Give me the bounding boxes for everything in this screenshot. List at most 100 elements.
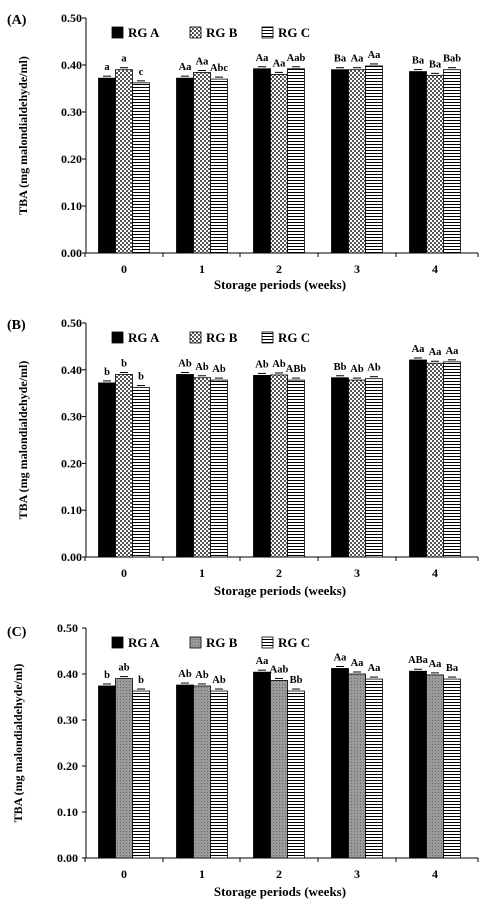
bar-rg-c bbox=[132, 82, 150, 254]
y-tick-label: 0.40 bbox=[61, 58, 82, 72]
bar-rg-b bbox=[426, 674, 444, 859]
bar-rg-a bbox=[331, 668, 349, 859]
significance-label: b bbox=[138, 675, 144, 686]
significance-label: a bbox=[121, 54, 127, 65]
significance-label: b bbox=[121, 358, 127, 369]
x-tick-label: 2 bbox=[276, 566, 282, 580]
x-axis-label: Storage periods (weeks) bbox=[214, 884, 346, 899]
y-tick-label: 0.40 bbox=[57, 667, 78, 681]
bar-rg-b bbox=[115, 678, 133, 859]
significance-label: b bbox=[104, 670, 110, 681]
x-tick-label: 0 bbox=[121, 867, 127, 881]
chart-panel-1: (A) 0.00 0.10 0.20 0.30 0.40 0.50 TBA (mg malon… bbox=[7, 11, 479, 292]
x-tick-label: 1 bbox=[199, 262, 205, 276]
y-tick-label: 0.00 bbox=[61, 246, 82, 260]
x-tick-label: 4 bbox=[432, 566, 438, 580]
bar-rg-a bbox=[176, 374, 194, 558]
significance-label: Aa bbox=[256, 656, 270, 667]
legend-label: RG B bbox=[206, 25, 238, 40]
significance-label: ab bbox=[118, 663, 129, 674]
significance-label: Aa bbox=[334, 652, 348, 663]
bar-rg-c bbox=[287, 379, 305, 558]
significance-label: Ab bbox=[178, 358, 192, 369]
y-tick-label: 0.50 bbox=[61, 11, 82, 25]
bar-rg-c bbox=[443, 678, 461, 859]
significance-label: Ab bbox=[212, 364, 226, 375]
significance-label: Ba bbox=[446, 663, 459, 674]
y-tick-label: 0.10 bbox=[57, 805, 78, 819]
bar-rg-b bbox=[270, 680, 288, 859]
panel-label: (B) bbox=[7, 318, 26, 333]
bar-rg-b bbox=[348, 379, 366, 558]
bar-rg-b bbox=[426, 74, 444, 254]
panel-label: (A) bbox=[7, 13, 27, 28]
significance-label: b bbox=[138, 372, 144, 383]
y-axis-label: TBA (mg malondialdehyde/ml) bbox=[11, 664, 25, 823]
significance-label: Bb bbox=[290, 675, 303, 686]
bar-rg-b bbox=[115, 374, 133, 558]
significance-label: Aa bbox=[256, 53, 270, 64]
bar-rg-b bbox=[270, 74, 288, 254]
significance-label: Aa bbox=[412, 344, 426, 355]
bar-rg-a bbox=[253, 671, 271, 859]
significance-label: Aa bbox=[273, 58, 287, 69]
bar-rg-c bbox=[365, 65, 383, 254]
y-axis-label: TBA (mg malondialdehyde/ml) bbox=[16, 56, 30, 215]
bar-rg-b bbox=[193, 72, 211, 254]
legend-swatch bbox=[111, 26, 124, 39]
bar-rg-a bbox=[98, 382, 116, 558]
bar-rg-c bbox=[210, 690, 228, 859]
y-tick-label: 0.50 bbox=[61, 316, 82, 330]
significance-label: Ba bbox=[334, 54, 347, 65]
bar-rg-a bbox=[98, 77, 116, 254]
significance-label: a bbox=[104, 62, 110, 73]
bar-rg-a bbox=[253, 375, 271, 558]
significance-label: Aa bbox=[368, 50, 382, 61]
bar-rg-c bbox=[365, 378, 383, 558]
bar-rg-c bbox=[443, 361, 461, 558]
chart-panel-3: (C) 0.00 0.10 0.20 0.30 0.40 0.50 TBA (mg malon… bbox=[7, 621, 479, 899]
legend-label: RG C bbox=[278, 635, 310, 650]
significance-label: Ba bbox=[429, 59, 442, 70]
bar-rg-a bbox=[409, 71, 427, 254]
significance-label: b bbox=[104, 367, 110, 378]
bar-rg-b bbox=[348, 673, 366, 859]
y-tick-label: 0.30 bbox=[57, 713, 78, 727]
legend-label: RG B bbox=[206, 330, 238, 345]
bar-rg-c bbox=[132, 690, 150, 859]
bar-rg-a bbox=[176, 684, 194, 859]
bar-rg-c bbox=[210, 379, 228, 558]
significance-label: Aa bbox=[179, 62, 193, 73]
significance-label: Aab bbox=[287, 53, 306, 64]
bar-rg-b bbox=[426, 362, 444, 558]
x-tick-label: 2 bbox=[276, 262, 282, 276]
x-tick-label: 2 bbox=[276, 867, 282, 881]
bar-rg-c bbox=[365, 678, 383, 859]
bar-rg-a bbox=[409, 670, 427, 859]
significance-label: Ab bbox=[195, 670, 209, 681]
y-tick-label: 0.20 bbox=[57, 759, 78, 773]
legend-swatch bbox=[111, 636, 124, 649]
significance-label: Aa bbox=[446, 346, 460, 357]
significance-label: Aa bbox=[368, 663, 382, 674]
bar-rg-c bbox=[443, 69, 461, 254]
significance-label: ABb bbox=[286, 364, 307, 375]
x-tick-label: 0 bbox=[121, 262, 127, 276]
bar-rg-a bbox=[331, 69, 349, 254]
y-tick-label: 0.10 bbox=[61, 503, 82, 517]
significance-label: Ab bbox=[350, 364, 364, 375]
significance-label: Ab bbox=[255, 359, 269, 370]
significance-label: Aa bbox=[351, 658, 365, 669]
legend-swatch bbox=[261, 26, 274, 39]
legend-label: RG A bbox=[128, 330, 160, 345]
legend-label: RG C bbox=[278, 330, 310, 345]
x-axis-label: Storage periods (weeks) bbox=[214, 583, 346, 598]
significance-label: Aab bbox=[270, 664, 289, 675]
bar-rg-b bbox=[193, 685, 211, 859]
chart-panel-2: (B) 0.00 0.10 0.20 0.30 0.40 0.50 TBA (mg malon… bbox=[7, 316, 479, 598]
x-axis-label: Storage periods (weeks) bbox=[214, 277, 346, 292]
significance-label: Ab bbox=[195, 362, 209, 373]
significance-label: Ab bbox=[178, 669, 192, 680]
bar-rg-a bbox=[176, 77, 194, 254]
